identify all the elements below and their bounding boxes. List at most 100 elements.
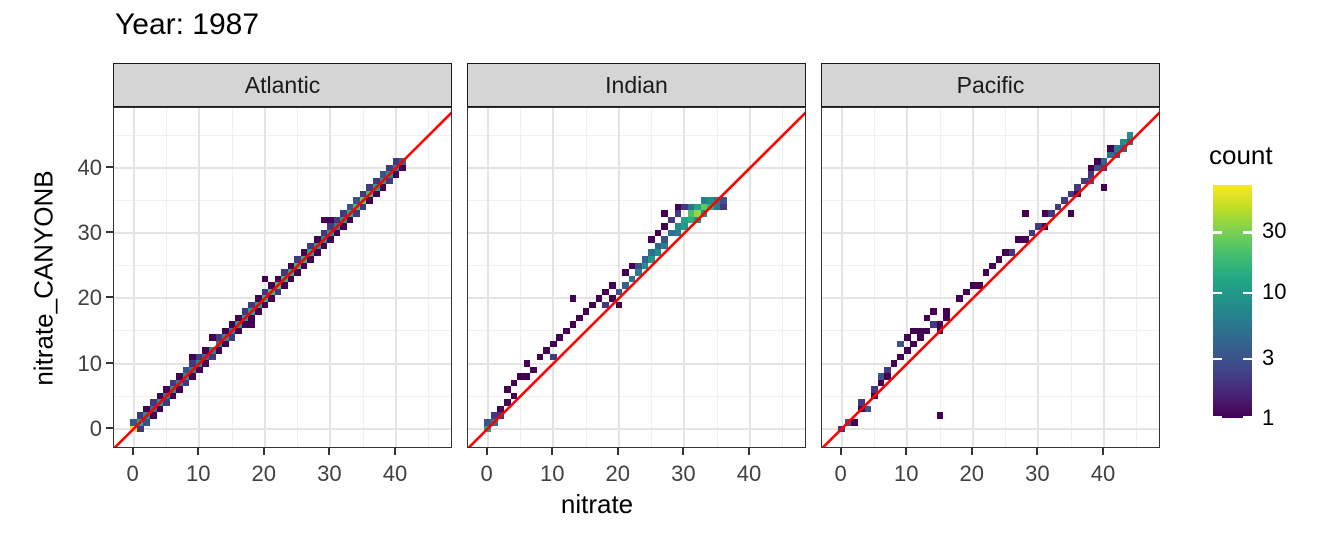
bin2d-cell <box>622 282 629 289</box>
grid-major-line <box>114 362 451 365</box>
bin2d-cell <box>681 216 688 224</box>
bin2d-cell <box>995 256 1003 263</box>
bin2d-cell <box>497 405 505 413</box>
bin2d-cell <box>169 379 177 387</box>
bin2d-cell <box>713 203 721 211</box>
grid-major-line <box>683 108 686 447</box>
bin2d-cell <box>877 379 885 387</box>
bin2d-cell <box>700 203 708 211</box>
bin2d-cell <box>182 379 190 387</box>
grid-minor-line <box>468 200 805 202</box>
grid-minor-line <box>114 200 451 202</box>
bin2d-cell <box>628 262 636 270</box>
bin2d-cell <box>700 197 708 204</box>
bin2d-cell <box>235 327 242 335</box>
grid-minor-line <box>1070 108 1072 447</box>
x-axis-tick-mark <box>1036 448 1039 455</box>
legend-tick-label: 30 <box>1262 218 1287 244</box>
bin2d-cell <box>340 223 347 230</box>
bin2d-cell <box>241 321 249 328</box>
bin2d-cell <box>523 360 531 367</box>
bin2d-cell <box>1028 229 1036 237</box>
bin2d-cell <box>209 353 216 361</box>
bin2d-cell <box>1100 184 1108 191</box>
bin2d-cell <box>281 269 288 276</box>
facet-strip-label: Atlantic <box>244 71 321 98</box>
bin2d-cell <box>320 242 328 250</box>
bin2d-cell <box>1021 236 1029 243</box>
bin2d-cell <box>372 177 380 185</box>
x-axis-tick-label: 30 <box>317 461 342 486</box>
bin2d-cell <box>917 334 924 341</box>
x-axis-tick-mark <box>197 448 200 455</box>
grid-major-line <box>114 166 451 169</box>
bin2d-cell <box>1107 145 1114 152</box>
bin2d-cell <box>582 308 590 315</box>
bin2d-cell <box>504 386 511 393</box>
grid-minor-line <box>114 265 451 267</box>
bin2d-cell <box>150 399 157 406</box>
grid-major-line <box>468 297 805 300</box>
bin2d-cell <box>694 210 701 217</box>
facet-strip-pacific: Pacific <box>821 63 1160 107</box>
bin2d-cell <box>903 334 911 341</box>
bin2d-cell <box>622 269 629 276</box>
y-axis-tick-mark <box>106 426 113 429</box>
bin2d-cell <box>871 386 878 393</box>
x-axis-tick-label: 10 <box>539 461 565 486</box>
bin2d-cell <box>353 197 360 204</box>
x-axis-tick-mark <box>131 448 134 455</box>
bin2d-cell <box>936 321 944 328</box>
bin2d-cell <box>628 275 636 283</box>
y-axis-tick-mark <box>106 361 113 364</box>
bin2d-cell <box>615 301 623 309</box>
bin2d-cell <box>281 282 288 289</box>
bin2d-cell <box>222 340 229 348</box>
bin2d-cell <box>930 321 937 328</box>
bin2d-cell <box>641 256 649 263</box>
grid-major-line <box>822 297 1159 300</box>
bin2d-cell <box>1061 197 1068 204</box>
grid-minor-line <box>297 108 299 447</box>
identity-reference-line <box>114 111 451 447</box>
bin2d-cell <box>143 419 151 426</box>
bin2d-cell <box>490 412 498 419</box>
bin2d-cell <box>641 262 649 270</box>
bin2d-cell <box>648 249 655 256</box>
bin2d-cell <box>667 216 675 224</box>
y-axis-tick-label: 10 <box>77 350 102 376</box>
y-axis-title: nitrate_CANYONB <box>28 170 59 386</box>
bin2d-cell <box>136 412 144 419</box>
x-axis-tick-label: 40 <box>382 461 408 486</box>
grid-major-line <box>1037 108 1040 447</box>
grid-minor-line <box>716 108 718 447</box>
x-axis-tick-label: 40 <box>736 461 762 486</box>
grid-major-line <box>329 108 332 447</box>
bin2d-cell <box>399 164 406 172</box>
grid-major-line <box>822 232 1159 235</box>
bin2d-cell <box>884 366 891 374</box>
grid-minor-line <box>519 108 521 447</box>
bin2d-cell <box>602 301 609 309</box>
bin2d-cell <box>327 223 334 230</box>
bin2d-cell <box>189 360 196 367</box>
legend-tick-label: 1 <box>1262 405 1275 430</box>
plot-title: Year: 1987 <box>115 8 260 41</box>
grid-major-line <box>198 108 201 447</box>
facet-strip-indian: Indian <box>467 63 806 107</box>
grid-major-line <box>822 362 1159 365</box>
bin2d-cell <box>536 353 544 361</box>
grid-major-line <box>114 297 451 300</box>
bin2d-cell <box>635 262 642 270</box>
bin2d-cell <box>923 327 931 335</box>
grid-minor-line <box>428 108 430 447</box>
bin2d-cell <box>307 242 314 250</box>
bin2d-cell <box>569 295 577 302</box>
x-axis-tick-label: 30 <box>1025 461 1050 486</box>
bin2d-cell <box>202 360 210 367</box>
identity-reference-line <box>468 111 805 447</box>
grid-minor-line <box>468 134 805 136</box>
bin2d-cell <box>130 419 137 426</box>
bin2d-cell <box>136 425 144 433</box>
